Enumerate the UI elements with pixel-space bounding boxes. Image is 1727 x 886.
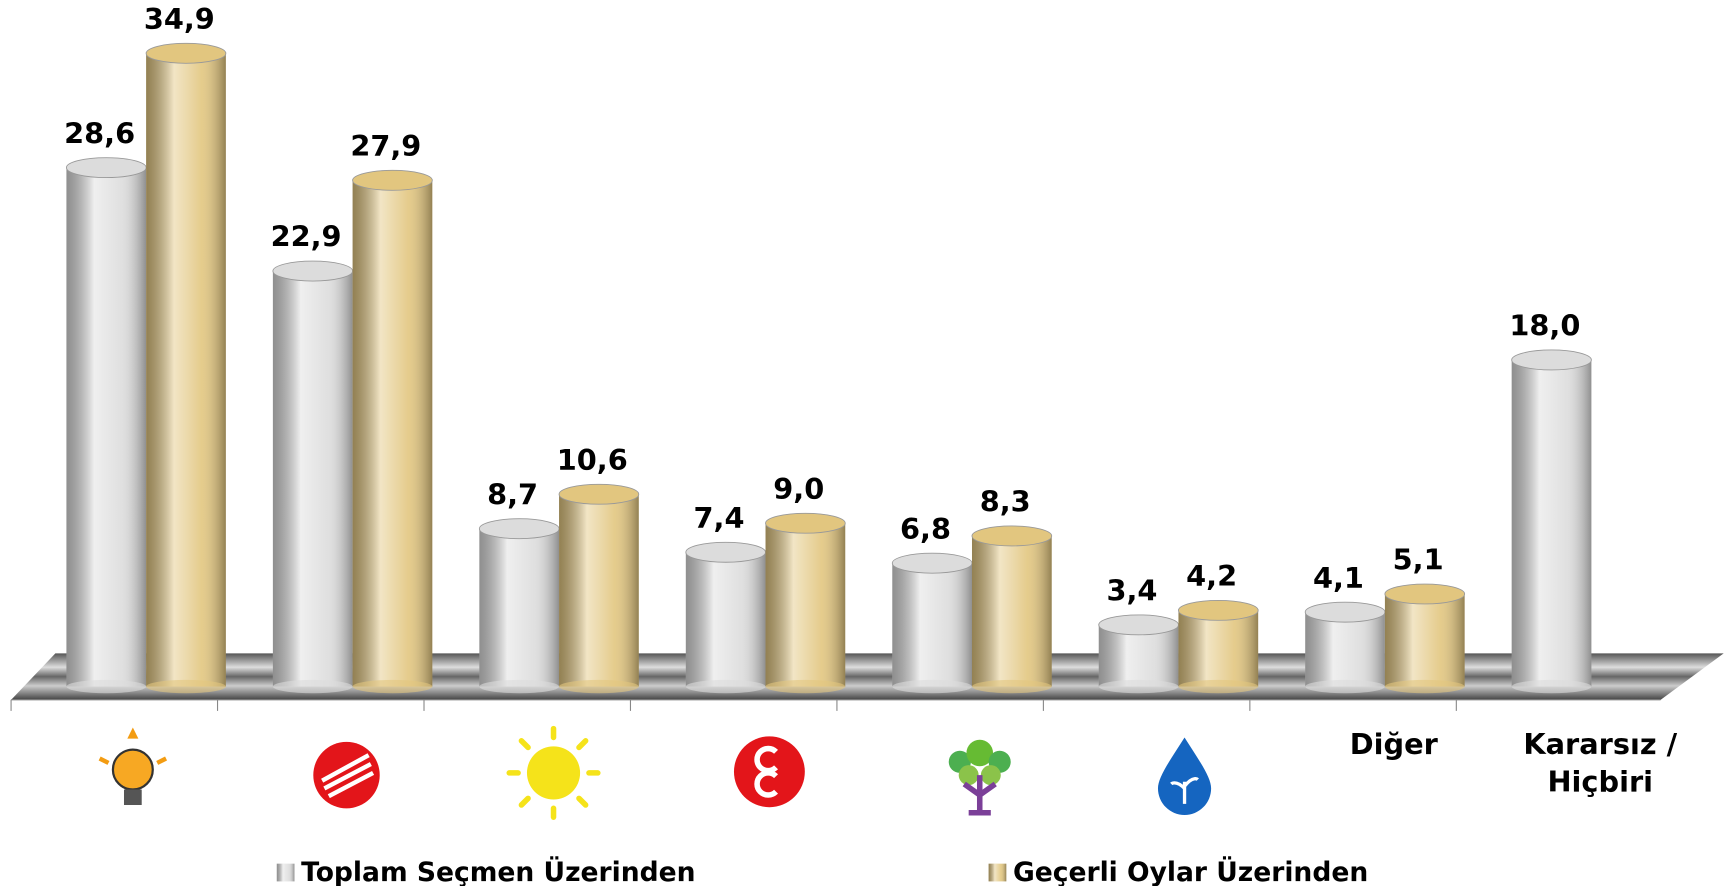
category-label-box: Kararsız / Hiçbiri bbox=[1523, 728, 1678, 800]
value-label: 8,7 bbox=[487, 477, 538, 511]
cylinder-bottom bbox=[1098, 679, 1179, 694]
cylinder-bottom bbox=[146, 679, 226, 694]
cylinder-bottom bbox=[352, 679, 433, 694]
floor bbox=[10, 653, 1724, 711]
cylinder-bottom bbox=[559, 679, 639, 694]
legend-label: Geçerli Oylar Üzerinden bbox=[1013, 855, 1368, 886]
cylinder-bottom bbox=[1384, 679, 1465, 694]
value-label: 18,0 bbox=[1509, 309, 1580, 343]
logo-saadet bbox=[1157, 737, 1212, 815]
cylinder-top bbox=[685, 541, 766, 563]
value-label: 7,4 bbox=[694, 501, 745, 535]
value-label: 4,1 bbox=[1313, 561, 1364, 595]
logo-chp bbox=[313, 741, 380, 809]
cylinder-top bbox=[971, 525, 1053, 547]
cylinder-top bbox=[145, 42, 227, 64]
logo-iyi bbox=[506, 725, 601, 820]
value-label: 5,1 bbox=[1393, 543, 1444, 577]
logo-mhp bbox=[733, 736, 805, 808]
cylinder-bottom bbox=[479, 679, 560, 694]
cylinder-bottom bbox=[971, 679, 1052, 694]
cylinder-top bbox=[1304, 601, 1386, 623]
cylinder-top bbox=[1098, 614, 1179, 636]
legend: Toplam Seçmen Üzerinden Geçerli Oylar Üze… bbox=[276, 855, 1368, 886]
cylinder-top bbox=[765, 512, 846, 534]
cylinder-shade bbox=[765, 523, 846, 687]
cylinder-shade bbox=[146, 53, 226, 687]
cylinder-top bbox=[1511, 349, 1592, 371]
x-tick-label: Kararsız / Hiçbiri bbox=[1523, 728, 1678, 800]
value-label: 3,4 bbox=[1106, 574, 1157, 608]
cylinder-top bbox=[478, 518, 560, 540]
cylinder-bottom bbox=[892, 679, 972, 694]
cylinder-shade bbox=[1511, 359, 1592, 687]
legend-swatch-shade bbox=[276, 863, 295, 882]
cylinder-shade bbox=[971, 535, 1052, 687]
value-label: 34,9 bbox=[144, 2, 215, 36]
cylinder-top bbox=[558, 483, 640, 505]
cylinder-top bbox=[272, 260, 354, 282]
cylinder-shade bbox=[272, 271, 353, 687]
value-label: 4,2 bbox=[1186, 559, 1237, 593]
x-tick-label: Diğer bbox=[1349, 728, 1438, 762]
party-logos bbox=[98, 725, 1212, 820]
cylinder-top bbox=[352, 169, 433, 191]
cylinder-top bbox=[1384, 583, 1466, 605]
value-label: 22,9 bbox=[271, 220, 342, 254]
cylinder-shade bbox=[685, 552, 766, 687]
cylinder-shade bbox=[66, 167, 147, 687]
bars: 28,6 22,9 8,7 7,4 6,8 3,4 4,1 18,0 34,9 27,9 10,6 9… bbox=[64, 2, 1678, 800]
value-label: 9,0 bbox=[773, 472, 824, 506]
legend-swatch-shade bbox=[988, 863, 1007, 882]
category-label-box: Diğer bbox=[1349, 728, 1438, 762]
cylinder-shade bbox=[479, 528, 560, 687]
value-label: 28,6 bbox=[64, 116, 135, 150]
cylinder-shade bbox=[1384, 594, 1465, 687]
cylinder-bottom bbox=[272, 679, 353, 694]
cylinder-shade bbox=[1305, 612, 1385, 687]
value-label: 10,6 bbox=[557, 443, 628, 477]
cylinder-bottom bbox=[1178, 679, 1259, 694]
cylinder-top bbox=[65, 157, 147, 179]
logo-akp bbox=[98, 727, 168, 806]
cylinder-bottom bbox=[685, 679, 766, 694]
logo-hdp bbox=[948, 739, 1011, 816]
cylinder-bottom bbox=[765, 679, 846, 694]
value-label: 27,9 bbox=[350, 129, 421, 163]
value-label: 8,3 bbox=[980, 485, 1031, 519]
legend-label: Toplam Seçmen Üzerinden bbox=[301, 855, 695, 886]
cylinder-shade bbox=[1178, 610, 1259, 687]
cylinder-top bbox=[1178, 599, 1259, 621]
cylinder-top bbox=[891, 552, 973, 574]
cylinder-bottom bbox=[1511, 679, 1592, 694]
cylinder-shade bbox=[559, 494, 639, 687]
cylinder-bottom bbox=[66, 679, 147, 694]
value-label: 6,8 bbox=[900, 512, 951, 546]
cylinder-bottom bbox=[1305, 679, 1385, 694]
cylinder-shade bbox=[352, 180, 433, 687]
cylinder-shade bbox=[892, 563, 972, 687]
